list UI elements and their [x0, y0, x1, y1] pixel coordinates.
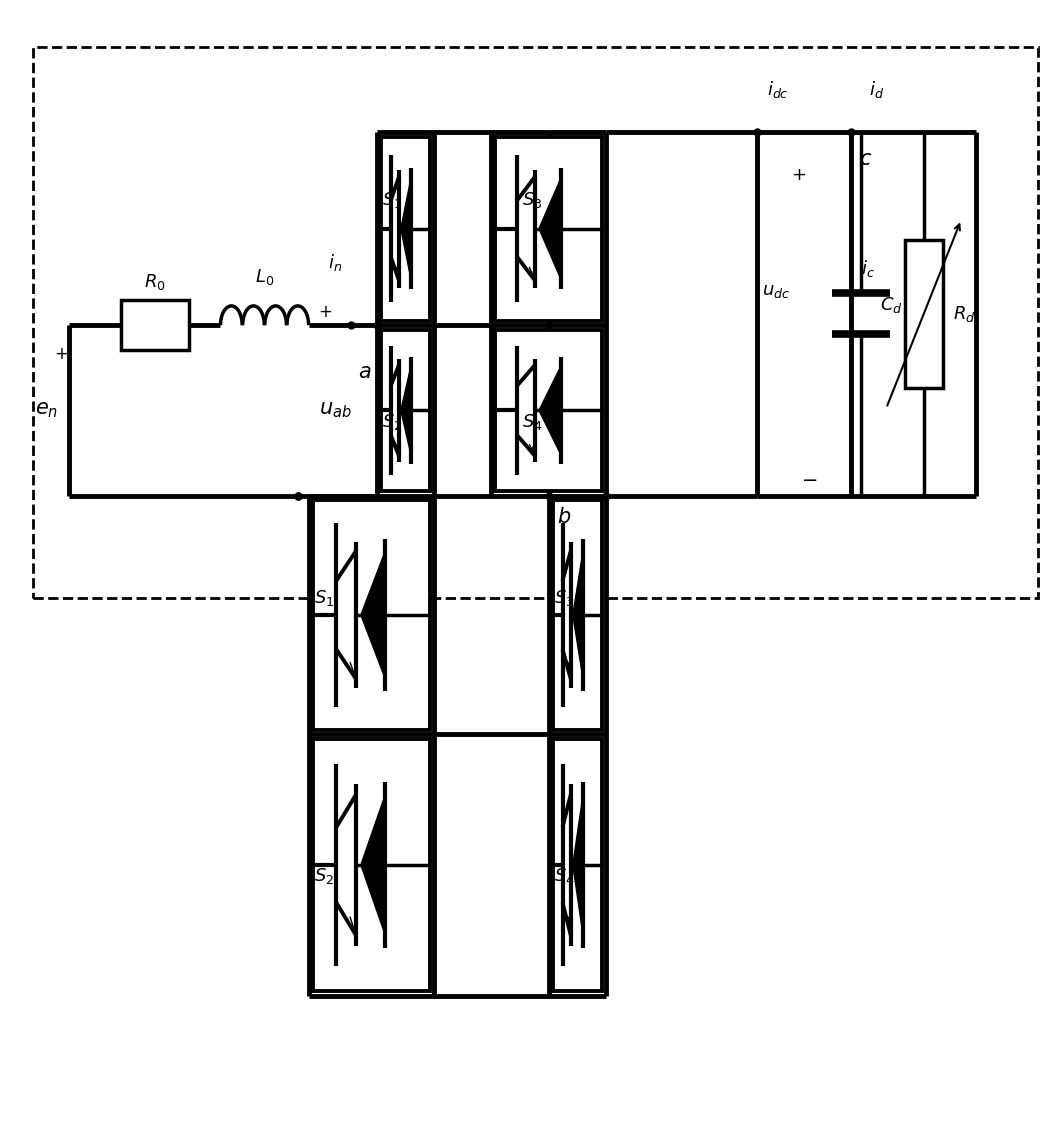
- Bar: [495, 330, 602, 491]
- Polygon shape: [539, 366, 561, 456]
- Bar: [380, 137, 429, 321]
- Text: $b$: $b$: [557, 507, 572, 527]
- Text: $+$: $+$: [791, 166, 807, 185]
- Text: $S_4$: $S_4$: [522, 412, 543, 432]
- Text: $S_3$: $S_3$: [554, 588, 574, 608]
- Text: $i_{dc}$: $i_{dc}$: [767, 80, 789, 100]
- Text: $a$: $a$: [357, 361, 371, 382]
- Text: $S_1$: $S_1$: [381, 190, 402, 211]
- Polygon shape: [401, 177, 411, 280]
- Polygon shape: [573, 794, 583, 935]
- Polygon shape: [573, 550, 583, 679]
- Polygon shape: [361, 794, 386, 935]
- Bar: [314, 739, 429, 991]
- Text: $S_1$: $S_1$: [315, 588, 334, 608]
- Text: $u_{dc}$: $u_{dc}$: [762, 282, 790, 300]
- Bar: [314, 500, 429, 730]
- Text: $e_n$: $e_n$: [34, 401, 57, 420]
- Text: $S_4$: $S_4$: [554, 867, 575, 886]
- Text: $L_0$: $L_0$: [255, 268, 274, 287]
- Text: $R_d$: $R_d$: [953, 304, 976, 323]
- Text: $u_{ab}$: $u_{ab}$: [319, 401, 351, 420]
- Text: $S_3$: $S_3$: [522, 190, 543, 211]
- Bar: [553, 500, 602, 730]
- Text: $+$: $+$: [53, 345, 68, 362]
- Bar: [495, 137, 602, 321]
- Polygon shape: [361, 550, 386, 679]
- Text: $S_2$: $S_2$: [315, 867, 334, 886]
- Polygon shape: [401, 366, 411, 456]
- Text: $i_c$: $i_c$: [861, 257, 875, 279]
- Text: $+$: $+$: [318, 303, 331, 320]
- Text: $S_2$: $S_2$: [381, 412, 402, 432]
- Text: $C_d$: $C_d$: [880, 295, 903, 314]
- Text: $i_n$: $i_n$: [328, 252, 342, 273]
- Bar: [121, 301, 189, 350]
- Polygon shape: [539, 177, 561, 280]
- Text: $i_d$: $i_d$: [869, 80, 884, 100]
- Text: $c$: $c$: [859, 149, 873, 169]
- Bar: [32, 47, 1039, 598]
- Text: $-$: $-$: [800, 469, 817, 489]
- Text: $R_0$: $R_0$: [144, 272, 166, 292]
- Bar: [553, 739, 602, 991]
- Bar: [380, 330, 429, 491]
- Bar: [905, 240, 943, 387]
